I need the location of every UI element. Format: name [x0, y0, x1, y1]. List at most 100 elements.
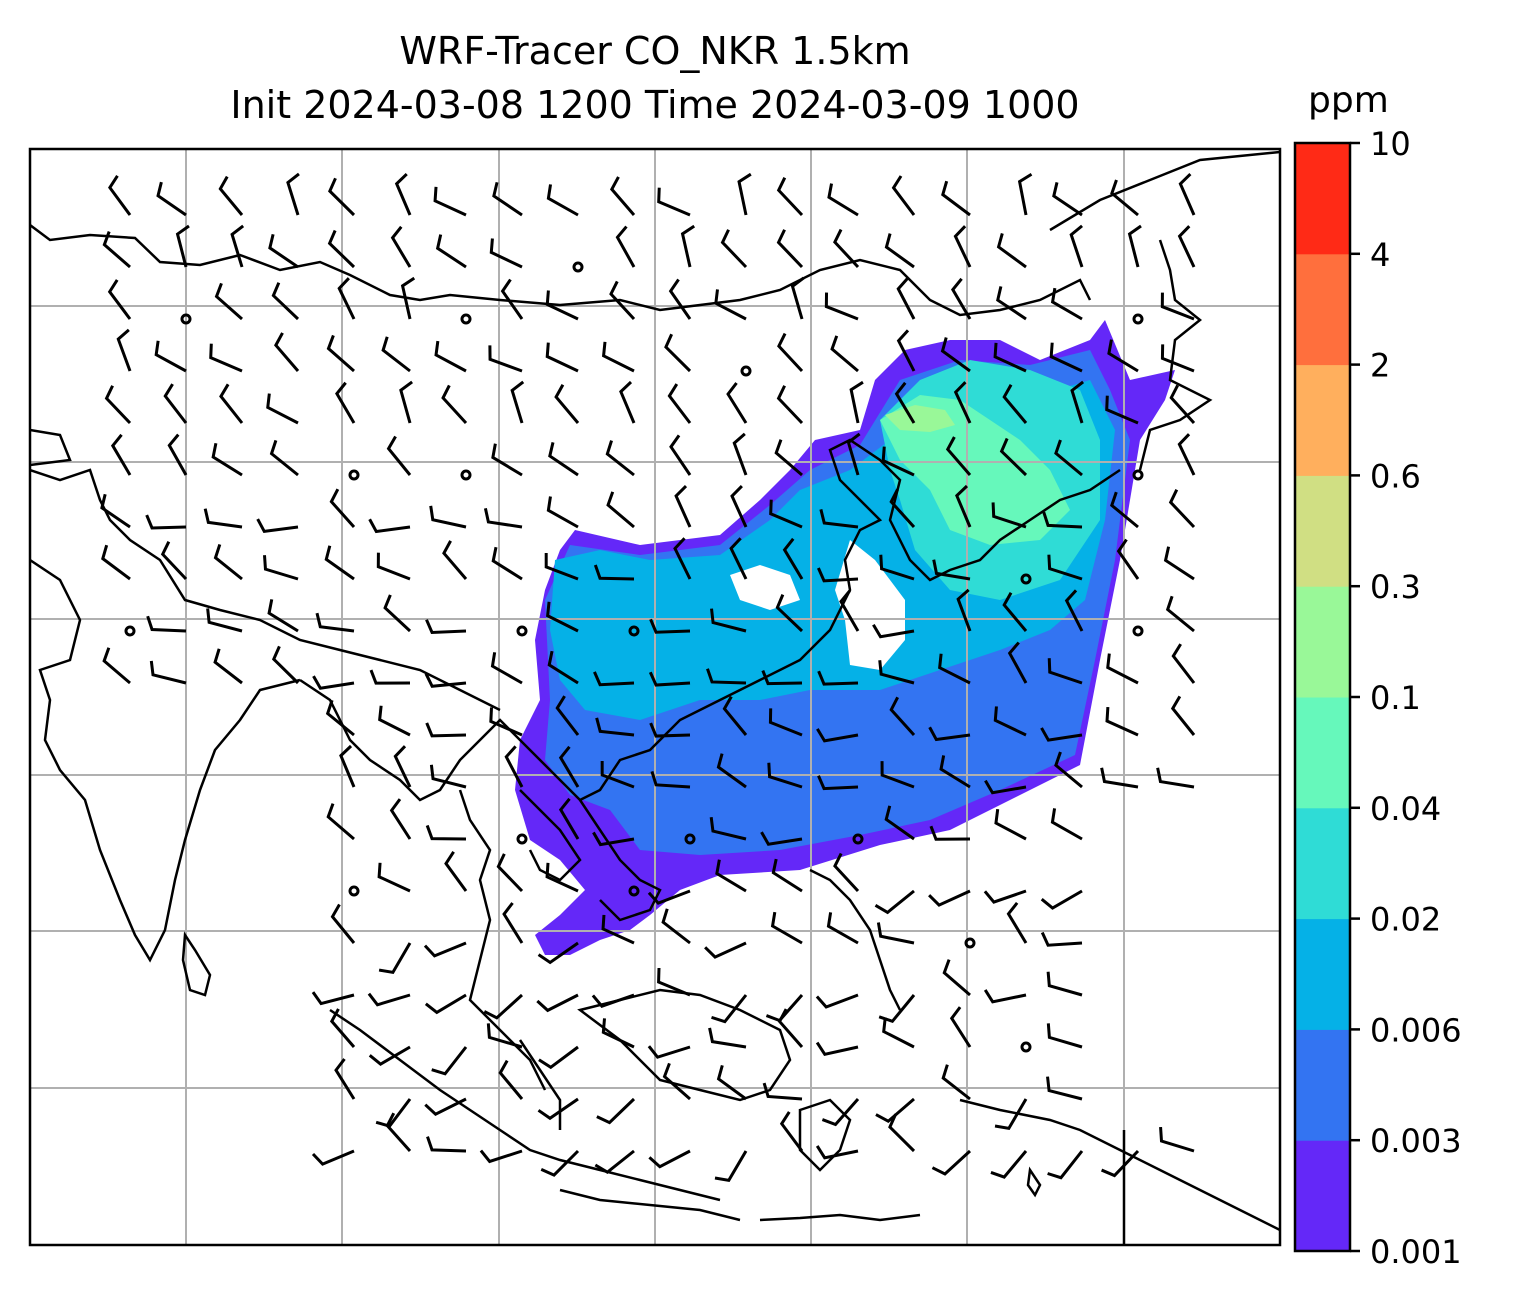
wind-barb [490, 652, 523, 685]
wind-barb [878, 994, 916, 1024]
wind-barb [827, 183, 859, 217]
wind-barb [274, 332, 300, 372]
wind-barb [999, 437, 1028, 477]
colorbar-tick-label: 0.006 [1370, 1011, 1462, 1049]
wind-barb [102, 647, 131, 685]
wind-barb [368, 1045, 411, 1066]
calm-wind-marker [348, 885, 360, 897]
wind-barb [488, 345, 523, 373]
wind-barb [662, 1062, 691, 1101]
wind-barb [163, 383, 188, 424]
wind-barb [102, 231, 131, 269]
wind-barb [1042, 511, 1083, 529]
wind-barb [101, 544, 131, 581]
wind-barb [1054, 751, 1083, 789]
wind-barb [940, 337, 971, 373]
wind-barb [714, 1150, 748, 1182]
wind-barb [1177, 225, 1196, 268]
wind-barb [424, 673, 467, 688]
wind-barb [329, 488, 356, 528]
wind-barb [335, 381, 356, 424]
gridlines [30, 149, 1280, 1245]
wind-barb [711, 994, 748, 1024]
wind-barb [1177, 433, 1196, 476]
calm-wind-marker [516, 625, 528, 637]
wind-barb [732, 432, 748, 476]
wind-barb [680, 224, 696, 268]
wind-barb [286, 172, 300, 216]
wind-barb [941, 1064, 971, 1101]
wind-barb [708, 1027, 747, 1049]
wind-barb [993, 706, 1027, 737]
wind-barb [213, 648, 243, 685]
wind-barb [100, 493, 131, 529]
wind-barb [826, 912, 859, 945]
wind-barb [429, 764, 467, 789]
wind-barb [1070, 380, 1085, 424]
wind-barb [647, 1045, 691, 1059]
wind-barb [956, 588, 972, 632]
wind-barb [769, 499, 803, 529]
wind-barb [1040, 931, 1083, 947]
wind-barb [426, 1136, 467, 1153]
wind-barb [167, 433, 188, 476]
calm-wind-marker [628, 885, 640, 897]
wind-barb [932, 559, 971, 581]
wind-barb [1169, 384, 1196, 425]
wind-barb [722, 695, 748, 736]
calm-wind-marker [1132, 469, 1144, 481]
wind-barb [884, 805, 915, 841]
wind-barb [591, 993, 635, 1008]
wind-barb [833, 228, 860, 269]
wind-barb [504, 745, 524, 788]
calm-wind-marker [964, 937, 976, 949]
wind-barb [600, 760, 635, 789]
calm-wind-marker [852, 833, 864, 845]
wind-barb [648, 1149, 691, 1169]
wind-barb [737, 172, 752, 216]
wind-barb [931, 1149, 972, 1176]
wind-barb [928, 889, 971, 907]
wind-barb [337, 277, 356, 320]
wind-barb [715, 859, 747, 893]
tracer-level-4 [880, 395, 1070, 545]
wind-barb [619, 380, 636, 424]
wind-barb [156, 181, 187, 217]
wind-barb [424, 1097, 467, 1116]
wind-barb [601, 1018, 635, 1049]
wind-barb [1156, 767, 1195, 789]
wind-barb [383, 594, 412, 633]
wind-barb [1106, 653, 1139, 685]
wind-barb [1100, 767, 1139, 789]
wind-barb [889, 488, 916, 529]
wind-barb [400, 276, 416, 320]
wind-barb [821, 1098, 860, 1127]
colorbar-segment [1295, 1029, 1350, 1141]
wind-barb [267, 599, 299, 633]
wind-barb [1046, 1076, 1083, 1101]
map-frame [28, 147, 1282, 1247]
colorbar-segment [1295, 697, 1350, 809]
wind-barb [1052, 182, 1083, 217]
wind-barb [815, 1145, 859, 1160]
wind-barb [730, 485, 748, 528]
calm-wind-marker [684, 833, 696, 845]
wind-barb [491, 443, 523, 477]
wind-barb [218, 175, 244, 216]
wind-barb [945, 436, 972, 476]
wind-barb [1050, 808, 1083, 841]
calm-wind-marker [740, 365, 752, 377]
wind-barb [545, 290, 579, 321]
wind-barb [762, 1082, 803, 1101]
wind-barb [442, 540, 468, 580]
wind-barb [767, 762, 803, 789]
wind-barb [776, 229, 804, 269]
wind-barb [872, 623, 915, 639]
wind-barb [928, 726, 971, 742]
wind-barb [425, 824, 467, 841]
wind-barb [1110, 491, 1139, 529]
wind-barb [326, 803, 355, 841]
wind-barb [110, 433, 132, 476]
wind-barb [875, 1097, 915, 1124]
